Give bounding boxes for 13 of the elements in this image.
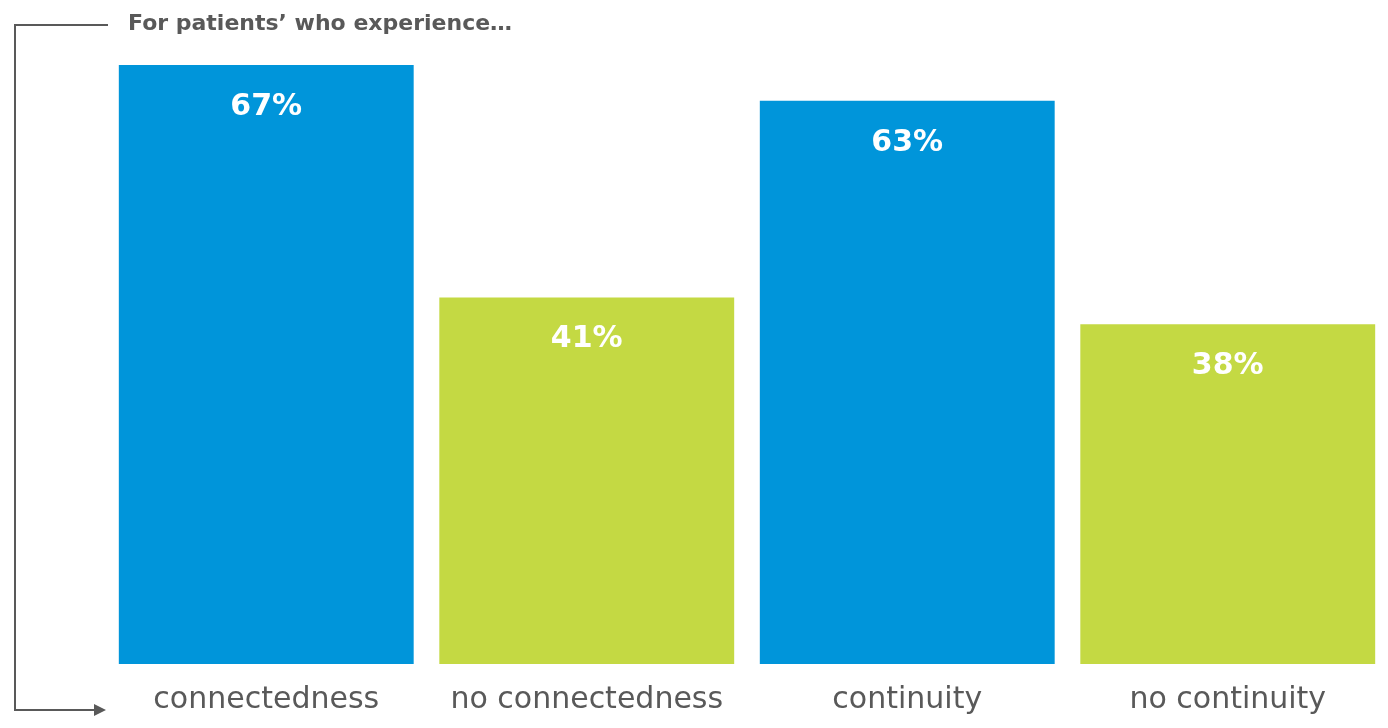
data-label: 38%	[1191, 346, 1264, 382]
data-label: 63%	[871, 122, 944, 158]
chart-title: For patients’ who experience…	[128, 10, 513, 35]
bar	[439, 297, 735, 664]
x-tick-label: no continuity	[1129, 679, 1327, 715]
bar	[118, 65, 414, 664]
x-tick-label: no connectedness	[450, 679, 724, 715]
x-tick-label: connectedness	[153, 679, 380, 715]
bar	[1080, 324, 1376, 664]
data-label: 41%	[550, 319, 623, 355]
bar	[759, 100, 1055, 664]
data-label: 67%	[230, 86, 303, 122]
x-tick-label: continuity	[832, 679, 983, 715]
